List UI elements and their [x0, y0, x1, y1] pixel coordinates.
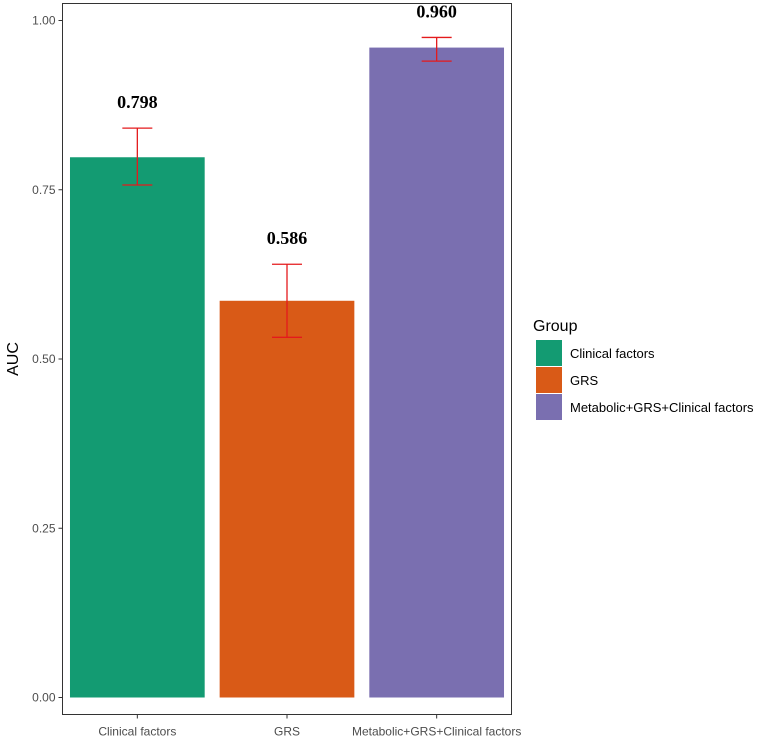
legend-title: Group: [533, 318, 578, 335]
error-bar-2: [421, 36, 452, 62]
bars-layer: [69, 47, 505, 698]
error-bar-1: [272, 263, 302, 338]
y-axis: 0.00 0.25 0.50 0.75 1.00: [32, 14, 63, 705]
legend-item-0: Clinical factors: [536, 340, 655, 366]
y-tick-label-2: 0.50: [32, 352, 56, 366]
legend-item-1: GRS: [536, 367, 599, 393]
x-axis: Clinical factors GRS Metabolic+GRS+Clinica…: [98, 714, 521, 739]
y-tick-label-0: 0.00: [32, 691, 56, 705]
y-tick-label-1: 0.25: [32, 521, 56, 535]
legend: Group Clinical factors GRS Metabolic+GRS+C…: [533, 318, 754, 420]
legend-label-2: Metabolic+GRS+Clinical factors: [570, 400, 754, 415]
bar-0: [69, 157, 205, 698]
y-tick-label-4: 1.00: [32, 14, 56, 28]
data-label-0: 0.798: [117, 92, 158, 112]
x-tick-label-1: GRS: [274, 725, 300, 739]
legend-label-0: Clinical factors: [570, 346, 655, 361]
legend-swatch-2: [536, 394, 562, 420]
data-label-1: 0.586: [267, 228, 308, 248]
bar-2: [369, 47, 505, 698]
x-tick-label-2: Metabolic+GRS+Clinical factors: [352, 725, 521, 739]
legend-item-2: Metabolic+GRS+Clinical factors: [536, 394, 754, 420]
legend-label-1: GRS: [570, 373, 599, 388]
legend-swatch-0: [536, 340, 562, 366]
y-axis-title: AUC: [5, 342, 22, 376]
legend-swatch-1: [536, 367, 562, 393]
error-bar-0: [122, 127, 153, 186]
data-labels-layer: 0.798 0.586 0.960: [117, 1, 457, 248]
data-label-2: 0.960: [416, 1, 457, 21]
bar-1: [219, 300, 355, 698]
y-tick-label-3: 0.75: [32, 183, 56, 197]
x-tick-label-0: Clinical factors: [98, 725, 176, 739]
error-bars-layer: [122, 36, 452, 338]
